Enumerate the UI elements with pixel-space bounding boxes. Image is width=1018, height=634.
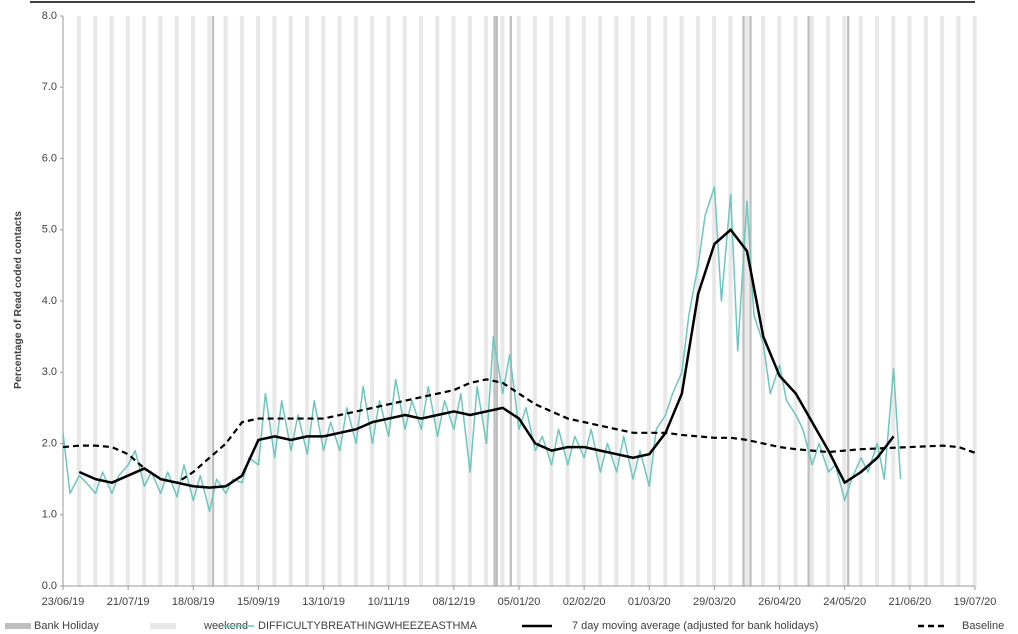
weekend-band — [972, 16, 977, 586]
weekend-band — [321, 16, 326, 586]
series-line — [62, 186, 902, 512]
weekend-band — [109, 16, 114, 586]
y-tick-label: 3.0 — [42, 366, 57, 378]
weekend-band — [581, 16, 586, 586]
weekend-band — [142, 16, 147, 586]
weekend-band — [809, 16, 814, 586]
weekend-band — [565, 16, 570, 586]
weekend-band — [614, 16, 619, 586]
bank-holiday-band — [749, 16, 752, 586]
x-tick-label: 18/08/19 — [172, 596, 215, 608]
weekend-band — [777, 16, 782, 586]
weekend-band — [207, 16, 212, 586]
weekend-band — [256, 16, 261, 586]
y-tick-label: 5.0 — [42, 224, 57, 236]
weekend-band — [516, 16, 521, 586]
x-tick-label: 15/09/19 — [237, 596, 280, 608]
legend-label: Bank Holiday — [34, 620, 99, 632]
weekend-band — [190, 16, 196, 586]
y-axis-label: Percentage of Read coded contacts — [12, 211, 24, 389]
x-tick-label: 01/03/20 — [628, 596, 671, 608]
x-tick-label: 26/04/20 — [758, 596, 801, 608]
legend-swatch — [5, 623, 31, 629]
weekend-band — [353, 16, 358, 586]
x-tick-label: 24/05/20 — [823, 596, 866, 608]
weekend-band — [174, 16, 179, 586]
weekend-band — [467, 16, 472, 586]
x-tick-label: 21/06/20 — [888, 596, 931, 608]
weekend-band — [386, 16, 391, 586]
weekend-band — [679, 16, 684, 586]
weekend-band — [93, 16, 98, 586]
weekend-band — [223, 16, 228, 586]
x-tick-label: 05/01/20 — [498, 596, 541, 608]
weekend-band — [76, 16, 82, 586]
weekend-band — [630, 16, 635, 586]
weekend-band — [891, 16, 896, 586]
weekend-band — [484, 16, 489, 586]
x-tick-label: 13/10/19 — [302, 596, 345, 608]
x-tick-label: 08/12/19 — [432, 596, 475, 608]
weekend-band — [402, 16, 407, 586]
weekend-band — [744, 16, 749, 586]
bank-holiday-band — [211, 16, 215, 586]
weekend-band — [760, 16, 766, 586]
bank-holiday-band — [509, 16, 513, 586]
weekend-band — [826, 16, 831, 586]
y-tick-label: 8.0 — [42, 10, 57, 22]
y-tick-label: 1.0 — [42, 509, 57, 521]
weekend-band — [874, 16, 880, 586]
weekend-band — [646, 16, 652, 586]
y-tick-label: 0.0 — [42, 580, 57, 592]
weekend-band — [239, 16, 244, 586]
bank-holiday-band — [493, 16, 496, 586]
weekend-band — [956, 16, 961, 586]
weekend-band — [598, 16, 603, 586]
weekend-band — [793, 16, 798, 586]
weekend-band — [288, 16, 293, 586]
legend-swatch — [150, 623, 176, 629]
bank-holiday-band — [807, 16, 810, 586]
legend-label: DIFFICULTYBREATHINGWHEEZEASTHMA — [258, 620, 478, 632]
weekend-band — [125, 16, 130, 586]
series-line — [78, 228, 895, 489]
weekend-band — [923, 16, 928, 586]
x-tick-label: 02/02/20 — [563, 596, 606, 608]
x-tick-label: 10/11/19 — [368, 596, 410, 608]
weekend-band — [940, 16, 945, 586]
weekend-band — [907, 16, 912, 586]
weekend-band — [337, 16, 342, 586]
weekend-band — [370, 16, 375, 586]
weekend-band — [435, 16, 440, 586]
weekend-band — [158, 16, 163, 586]
weekend-band — [858, 16, 863, 586]
x-tick-label: 23/06/19 — [42, 596, 85, 608]
weekend-band — [532, 16, 538, 586]
legend-label: Baseline — [962, 620, 1004, 632]
weekend-band — [418, 16, 424, 586]
weekend-band — [712, 16, 717, 586]
x-tick-label: 21/07/19 — [107, 596, 150, 608]
y-tick-label: 6.0 — [42, 152, 57, 164]
weekend-band — [304, 16, 310, 586]
weekend-band — [500, 16, 505, 586]
weekend-band — [451, 16, 456, 586]
weekend-band — [842, 16, 847, 586]
weekend-band — [549, 16, 554, 586]
bank-holiday-band — [742, 16, 745, 586]
y-tick-label: 4.0 — [42, 295, 57, 307]
weekend-band — [663, 16, 668, 586]
y-tick-label: 2.0 — [42, 437, 57, 449]
bank-holiday-band — [847, 16, 850, 586]
weekend-band — [272, 16, 277, 586]
x-tick-label: 29/03/20 — [693, 596, 736, 608]
bank-holiday-band — [495, 16, 499, 586]
legend-label: 7 day moving average (adjusted for bank … — [572, 620, 818, 632]
series-line — [62, 378, 976, 484]
y-tick-label: 7.0 — [42, 81, 57, 93]
weekend-band — [728, 16, 733, 586]
x-tick-label: 19/07/20 — [954, 596, 997, 608]
